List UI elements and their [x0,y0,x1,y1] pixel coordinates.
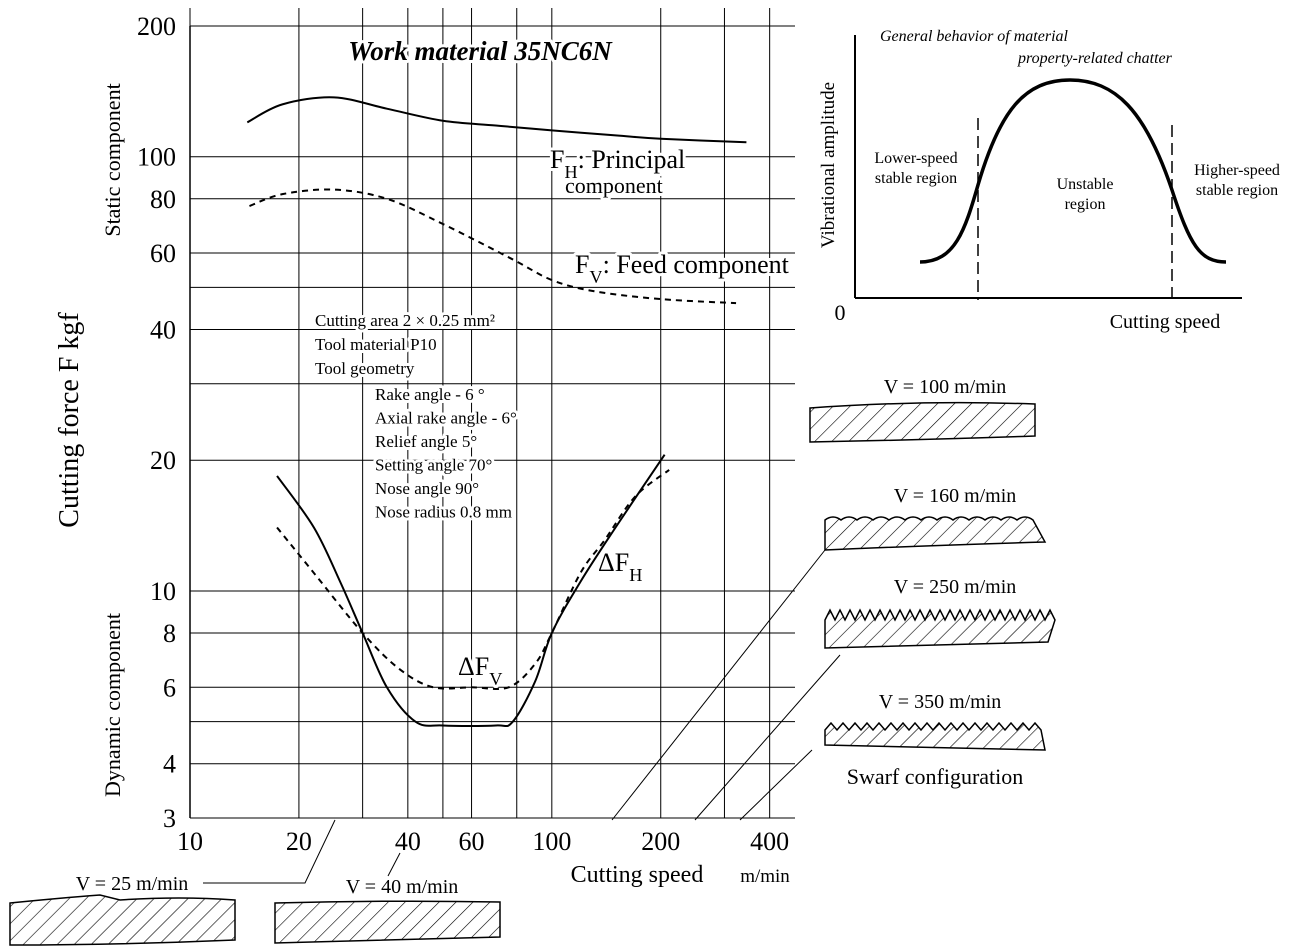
series-line [276,454,666,728]
y-tick-label: 100 [137,143,176,172]
x-tick-label: 100 [532,827,571,856]
condition: Tool material P10 [315,335,437,354]
series-line [249,188,737,305]
y-axis-sublabel: Dynamic component [100,613,125,797]
condition: Setting angle 70° [375,456,492,475]
series-label: ΔFH [598,548,642,585]
leader-line [739,749,813,821]
region-label: Lower-speed [874,150,957,167]
labels: Work material 35NC6N Cutting force F kgf… [54,33,793,888]
series-label-part: : Principal [578,145,686,174]
y-tick-label: 40 [150,316,176,345]
condition: Tool geometry [315,359,415,378]
condition: Nose radius 0.8 mm [375,503,512,522]
leader-line [203,819,336,884]
region-label: stable region [1196,182,1278,199]
swarf-shape [809,401,1036,443]
y-tick-label: 60 [150,239,176,268]
swarf-shape [824,516,1047,551]
chatter-curve [919,78,1227,264]
conditions: Cutting area 2 × 0.25 mm² Tool material P… [312,308,520,525]
condition: Cutting area 2 × 0.25 mm² [315,311,495,330]
swarf-title: Swarf configuration [847,764,1024,789]
inset-title: property-related chatter [1017,50,1173,67]
x-tick-label: 20 [286,827,312,856]
swarf-shape [274,900,501,944]
x-tick-label: 400 [750,827,789,856]
condition: Nose angle 90° [375,479,479,498]
swarf-label: V = 100 m/min [884,376,1007,398]
region-label: Higher-speed [1194,162,1280,179]
inset-x-label: Cutting speed [1110,311,1221,333]
series-label: ΔFV [458,652,502,689]
swarf: V = 100 m/min V = 160 m/min V = 250 m/mi… [9,376,1056,946]
x-tick-label: 40 [395,827,421,856]
swarf-label: V = 160 m/min [894,485,1017,507]
region-label: Unstable [1057,176,1114,193]
inset-title: General behavior of material [880,28,1069,45]
condition: Axial rake angle - 6° [375,409,517,428]
series-label-part: H [564,162,577,182]
y-axis-sublabel: Static component [100,83,125,236]
series-label-part: V [489,669,502,689]
swarf-label: V = 350 m/min [879,691,1002,713]
y-tick-label: 20 [150,446,176,475]
curves [246,96,747,728]
x-tick-label: 10 [177,827,203,856]
series-label-part: : Feed component [603,250,790,279]
y-tick-label: 10 [150,577,176,606]
x-axis-unit: m/min [740,866,790,887]
y-tick-label: 3 [163,804,176,833]
series-label-part: V [589,267,602,287]
x-axis-label: Cutting speed [571,862,704,888]
inset-origin: 0 [835,300,846,325]
condition: Relief angle 5° [375,432,477,451]
leader-line [611,549,826,821]
series-label-part: H [629,565,642,585]
series-label-part: F [550,145,564,174]
condition: Rake angle - 6 ° [375,385,485,404]
x-tick-label: 60 [459,827,485,856]
y-tick-label: 80 [150,185,176,214]
series-label: FV: Feed component [575,250,790,287]
leader-line [387,852,401,877]
chart-title: Work material 35NC6N [348,36,613,66]
series-line [276,469,670,691]
series-line [246,96,747,144]
y-axis-label: Cutting force F kgf [54,312,85,528]
y-tick-label: 6 [163,673,176,702]
series-label: FH: Principal [550,145,685,182]
series-label: component [565,173,663,198]
swarf-label: V = 40 m/min [346,876,459,898]
region-label: stable region [875,170,957,187]
y-tick-label: 8 [163,619,176,648]
inset-y-label: Vibrational amplitude [818,82,839,248]
y-tick-label: 200 [137,12,176,41]
swarf-shape [824,721,1046,751]
series-label-part: ΔF [458,652,489,681]
region-label: region [1065,196,1106,213]
y-tick-label: 4 [163,750,176,779]
x-tick-label: 200 [641,827,680,856]
inset: General behavior of material property-re… [818,28,1280,333]
swarf-shape [9,894,236,946]
swarf-label: V = 25 m/min [76,873,189,895]
swarf-shape [824,608,1056,649]
grid: 3 4 6 8 10 20 40 60 80 100 200 10 20 40 60 100 200 400 [137,8,795,856]
leader-line [694,654,841,821]
series-label-part: ΔF [598,548,629,577]
series-label-part: F [575,250,589,279]
swarf-label: V = 250 m/min [894,576,1017,598]
